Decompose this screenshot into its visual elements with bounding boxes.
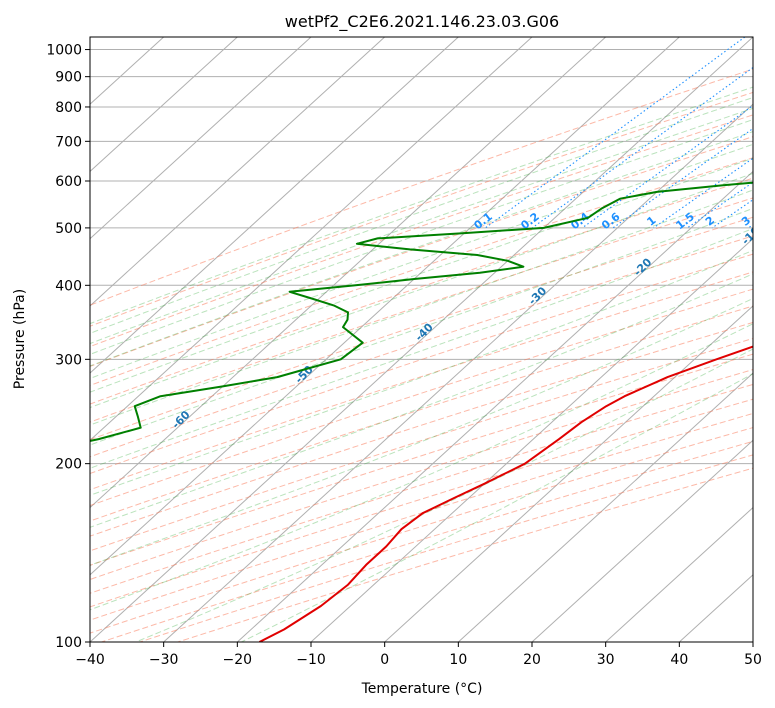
isotherm-line bbox=[90, 37, 680, 576]
x-tick-label: 10 bbox=[449, 652, 467, 668]
y-tick-label: 300 bbox=[55, 352, 82, 368]
isotherm-line bbox=[90, 37, 753, 642]
mixing-ratio-lines bbox=[485, 37, 753, 229]
y-tick-label: 200 bbox=[55, 457, 82, 473]
y-tick-label: 700 bbox=[55, 134, 82, 150]
isotherm-line bbox=[90, 37, 238, 173]
isotherm-line bbox=[90, 37, 607, 509]
x-tick-label: 0 bbox=[380, 652, 389, 668]
x-tick-label: −20 bbox=[223, 652, 253, 668]
x-tick-label: 30 bbox=[597, 652, 615, 668]
y-tick-label: 600 bbox=[55, 174, 82, 190]
x-axis-label: Temperature (°C) bbox=[361, 681, 483, 697]
moist-adiabat-line bbox=[90, 143, 753, 379]
profile-series bbox=[90, 181, 753, 642]
isotherm-line bbox=[163, 103, 753, 642]
y-tick-label: 100 bbox=[55, 635, 82, 651]
y-tick-label: 800 bbox=[55, 100, 82, 116]
x-axis-ticks: −40 −30 −20 −10 0 10 20 30 40 50 bbox=[75, 642, 762, 668]
moist-adiabat-line bbox=[90, 227, 753, 469]
x-tick-label: 20 bbox=[523, 652, 541, 668]
dry-adiabat-line bbox=[90, 136, 753, 367]
chart-title: wetPf2_C2E6.2021.146.23.03.G06 bbox=[285, 12, 559, 32]
dry-adiabat-line bbox=[90, 68, 753, 306]
dry-adiabat-line bbox=[90, 288, 753, 507]
y-axis-ticks: 100 200 300 400 500 600 700 800 900 1000 bbox=[46, 43, 90, 651]
y-tick-label: 900 bbox=[55, 70, 82, 86]
isotherm-lines bbox=[90, 37, 753, 642]
moist-adiabat-line bbox=[90, 119, 753, 355]
moist-adiabat-line bbox=[90, 189, 753, 426]
isotherm-line bbox=[384, 305, 753, 642]
moist-adiabat-lines bbox=[90, 86, 753, 642]
dry-adiabat-line bbox=[90, 235, 753, 458]
dry-adiabat-line bbox=[90, 337, 753, 552]
dry-adiabat-line bbox=[90, 114, 753, 348]
isotherm-line bbox=[90, 37, 312, 240]
mixing-ratio-line bbox=[653, 157, 753, 229]
isotherm-line bbox=[236, 170, 753, 642]
moist-adiabat-line bbox=[90, 172, 753, 409]
y-axis-label: Pressure (hPa) bbox=[12, 289, 28, 389]
temperature-line bbox=[258, 345, 753, 642]
isotherm-line bbox=[605, 506, 753, 642]
isotherm-line bbox=[457, 372, 753, 642]
dry-adiabat-line bbox=[90, 253, 753, 475]
plot-frame bbox=[89, 36, 754, 643]
isotherm-line bbox=[531, 439, 753, 642]
isotherm-line bbox=[90, 37, 386, 307]
moist-adiabat-line bbox=[90, 86, 753, 325]
mixing-ratio-line bbox=[612, 127, 753, 229]
x-tick-label: −10 bbox=[296, 652, 326, 668]
isotherm-line bbox=[90, 37, 533, 442]
isotherm-line bbox=[90, 37, 459, 374]
dry-adiabat-line bbox=[90, 383, 753, 594]
dry-adiabat-line bbox=[90, 157, 753, 386]
dewpoint-line bbox=[90, 181, 753, 442]
y-tick-label: 500 bbox=[55, 221, 82, 237]
moist-adiabat-line bbox=[90, 96, 753, 334]
dry-adiabat-line bbox=[90, 177, 753, 405]
dry-adiabat-line bbox=[90, 321, 753, 537]
moist-adiabat-line bbox=[90, 273, 753, 528]
isobar-gridlines bbox=[90, 49, 753, 642]
x-tick-label: 40 bbox=[670, 652, 688, 668]
y-tick-label: 400 bbox=[55, 278, 82, 294]
mixing-ratio-line bbox=[581, 104, 753, 229]
x-tick-label: −40 bbox=[75, 652, 105, 668]
mixing-ratio-line bbox=[485, 37, 746, 229]
y-tick-label: 1000 bbox=[46, 43, 82, 59]
dry-adiabat-line bbox=[90, 369, 753, 580]
x-tick-label: 50 bbox=[744, 652, 762, 668]
moist-adiabat-line bbox=[90, 207, 753, 446]
x-tick-label: −30 bbox=[149, 652, 179, 668]
